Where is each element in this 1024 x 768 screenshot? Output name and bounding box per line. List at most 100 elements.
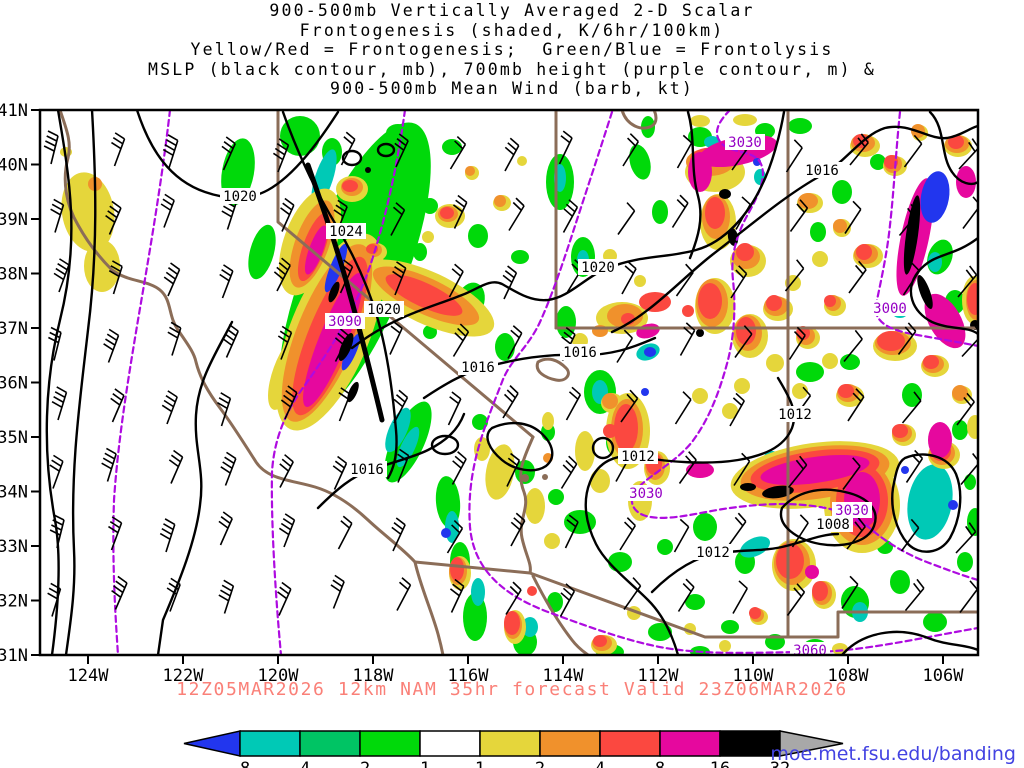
contour-label-box <box>725 134 765 150</box>
wind-barb <box>789 199 809 232</box>
lat-tick-label: 32N <box>0 592 28 612</box>
wind-barb <box>50 198 65 233</box>
contour-label-box <box>832 502 872 518</box>
wind-barb <box>621 260 637 295</box>
wind-barb <box>730 265 748 299</box>
wind-barb <box>452 323 470 357</box>
wind-barb <box>849 133 869 166</box>
contour-label-box <box>220 188 260 204</box>
wind-barb <box>843 329 863 363</box>
colorbar-value: 4 <box>595 759 605 768</box>
wind-barb <box>676 134 693 169</box>
shading-frontolysis-blue <box>324 158 958 538</box>
lon-tick-label: 112W <box>638 666 680 686</box>
wind-barb <box>339 259 354 294</box>
wind-barb <box>166 577 181 612</box>
wind-barb <box>272 138 290 173</box>
lat-tick-label: 31N <box>0 646 28 666</box>
wind-barb <box>397 448 410 483</box>
wind-barb <box>957 265 977 298</box>
wind-barb <box>560 455 578 489</box>
credit-url[interactable]: moe.met.fsu.edu/banding <box>770 743 1016 765</box>
wind-barb <box>847 388 865 422</box>
title-line-4: MSLP (black contour, mb), 700mb height (… <box>147 59 877 79</box>
wind-barb <box>622 133 639 167</box>
title-line-1: 900-500mb Vertically Averaged 2-D Scalar <box>269 1 755 20</box>
contour-label: 3060 <box>793 643 827 659</box>
colorbar-segment <box>299 730 361 757</box>
chart-title: 900-500mb Vertically Averaged 2-D Scalar… <box>0 1 1024 99</box>
colorbar-value: 1 <box>475 759 485 768</box>
contour-label-box <box>347 461 387 477</box>
wind-barb <box>671 194 689 228</box>
wind-barb <box>334 328 350 362</box>
contour-label-box <box>870 300 910 316</box>
wind-barb <box>330 574 345 609</box>
lat-tick-label: 33N <box>0 537 28 557</box>
wind-barb <box>735 196 751 230</box>
lon-tick-label: 116W <box>448 666 490 686</box>
lon-tick-label: 108W <box>828 666 870 686</box>
colorbar-segment <box>539 730 601 757</box>
wind-barb <box>507 325 523 359</box>
wind-barb <box>277 325 293 360</box>
wind-barb <box>786 583 806 616</box>
wind-barb <box>904 578 925 612</box>
wind-barb <box>729 392 745 427</box>
wind-barb <box>897 322 917 355</box>
contour-label: 1012 <box>621 449 655 465</box>
colorbar-segment <box>599 730 661 757</box>
title-line-2: Frontogenesis (shaded, K/6hr/100km) <box>299 20 725 40</box>
wind-barb <box>49 514 65 549</box>
contour-label-box <box>458 359 498 375</box>
wind-barb <box>955 522 977 554</box>
wind-barb <box>898 203 919 237</box>
lat-tick-label: 39N <box>0 210 28 230</box>
contour-label: 1016 <box>805 163 839 179</box>
colorbar-segment <box>419 730 481 757</box>
wind-barb <box>901 391 922 424</box>
wind-barb <box>674 391 692 425</box>
wind-barb <box>960 452 977 486</box>
wind-barb <box>961 325 977 358</box>
wind-barb <box>848 260 867 294</box>
wind-barb <box>49 454 64 489</box>
wind-barb <box>452 194 468 229</box>
colorbar-value: -1 <box>410 759 430 768</box>
wind-barb <box>338 387 351 422</box>
contour-label-box <box>578 259 618 275</box>
title-line-5: 900-500mb Mean Wind (barb, kt) <box>329 79 694 98</box>
contour-label: 3090 <box>328 314 362 330</box>
wind-barb <box>448 263 464 298</box>
contour-label: 1016 <box>563 345 597 361</box>
wind-barb <box>277 581 292 616</box>
colorbar-segment <box>239 730 301 757</box>
wind-barb <box>728 512 747 546</box>
colorbar-value: 2 <box>535 759 545 768</box>
wind-barb <box>220 451 237 486</box>
longitude-axis: 124W 122W 120W 118W 116W 114W 112W 110W 108W 106W <box>68 655 965 686</box>
wind-barb <box>105 200 122 235</box>
wind-barb <box>675 263 694 297</box>
wind-barb <box>846 517 866 550</box>
wind-barb <box>108 260 123 295</box>
wind-barb <box>111 575 128 610</box>
colorbar-segment <box>479 730 541 757</box>
wind-barb <box>389 320 403 355</box>
wind-barb <box>394 133 409 168</box>
wind-barb <box>732 580 748 614</box>
wind-barb <box>905 449 924 483</box>
lat-tick-label: 38N <box>0 265 28 285</box>
wind-barb <box>53 258 70 293</box>
wind-barb <box>217 392 232 427</box>
wind-barb <box>392 261 407 296</box>
contour-label-box <box>802 162 842 178</box>
wind-barb <box>502 265 518 300</box>
wind-barb <box>673 518 690 553</box>
lon-tick-label: 114W <box>543 666 585 686</box>
wind-barb <box>167 321 182 356</box>
wind-barb <box>221 136 236 171</box>
lon-tick-label: 106W <box>923 666 965 686</box>
wind-barb <box>340 131 356 166</box>
